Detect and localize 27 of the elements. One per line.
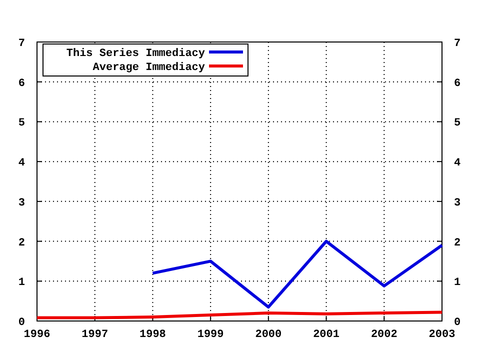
- y2-tick-label: 1: [454, 277, 461, 290]
- x-tick-label: 2002: [370, 329, 398, 341]
- y2-tick-label: 0: [454, 317, 461, 329]
- y2-tick-label: 6: [454, 78, 461, 90]
- y-tick-label: 6: [18, 78, 25, 90]
- y2-tick-label: 5: [454, 118, 461, 130]
- x-tick-label: 2000: [255, 329, 282, 341]
- x-tick-label: 1996: [24, 329, 50, 341]
- line-series: [151, 240, 444, 309]
- legend-label: This Series Immediacy: [66, 48, 206, 60]
- x-tick-label: 1998: [140, 329, 166, 341]
- x-tick-label: 1999: [197, 329, 224, 341]
- y2-tick-label: 4: [454, 158, 461, 170]
- y2-tick-label: 7: [454, 38, 461, 50]
- x-tick-label: 2001: [313, 329, 340, 341]
- legend-label: Average Immediacy: [92, 62, 206, 74]
- y-tick-label: 2: [18, 237, 25, 250]
- x-tick-label: 2003: [428, 329, 456, 341]
- y-tick-label: 0: [18, 317, 25, 329]
- y-tick-label: 3: [18, 197, 26, 210]
- y-tick-label: 5: [18, 118, 26, 130]
- y-tick-label: 1: [18, 277, 26, 290]
- y-tick-label: 7: [18, 38, 25, 50]
- x-tick-label: 1997: [82, 329, 108, 341]
- y-tick-label: 4: [18, 158, 26, 170]
- y2-tick-label: 2: [454, 237, 461, 250]
- y2-tick-label: 3: [454, 197, 461, 210]
